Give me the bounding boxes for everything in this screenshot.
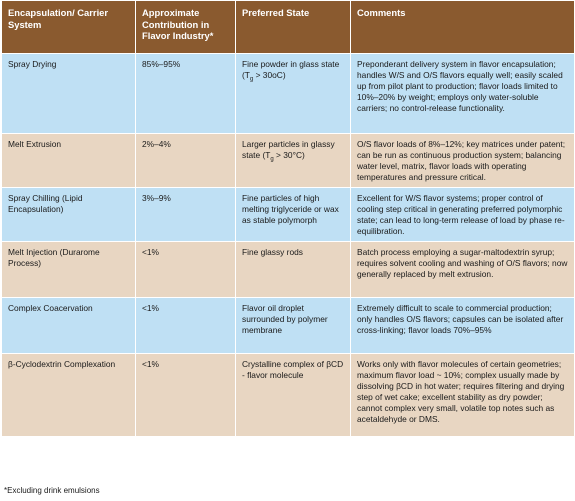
cell-comments: Works only with flavor molecules of cert…: [350, 353, 575, 437]
cell-state: Fine particles of high melting triglycer…: [235, 187, 351, 242]
cell-state: Flavor oil droplet surrounded by polymer…: [235, 297, 351, 354]
cell-system: Melt Extrusion: [1, 133, 136, 188]
cell-comments: Batch process employing a sugar-maltodex…: [350, 241, 575, 298]
cell-state: Fine powder in glass state (Tg > 30oC): [235, 53, 351, 134]
cell-contribution: 85%–95%: [135, 53, 236, 134]
header-preferred-state: Preferred State: [235, 0, 351, 54]
header-contribution: Approximate Contribution in Flavor Indus…: [135, 0, 236, 54]
header-comments: Comments: [350, 0, 575, 54]
cell-system: Melt Injection (Durarome Process): [1, 241, 136, 298]
cell-comments: Extremely difficult to scale to commerci…: [350, 297, 575, 354]
cell-contribution: 3%–9%: [135, 187, 236, 242]
table-header-row: Encapsulation/ Carrier System Approximat…: [1, 0, 575, 54]
cell-system: β-Cyclodextrin Complexation: [1, 353, 136, 437]
table-row: Melt Injection (Durarome Process) <1% Fi…: [1, 241, 575, 298]
cell-contribution: <1%: [135, 241, 236, 298]
table-row: Spray Drying 85%–95% Fine powder in glas…: [1, 53, 575, 134]
cell-comments: O/S flavor loads of 8%–12%; key matrices…: [350, 133, 575, 188]
footnote: *Excluding drink emulsions: [4, 486, 100, 495]
state-subscript: g: [270, 156, 274, 163]
state-subscript: g: [249, 76, 254, 83]
table-row: Spray Chilling (Lipid Encapsulation) 3%–…: [1, 187, 575, 242]
state-text: Fine powder in glass state (T: [242, 59, 340, 80]
table-row: Complex Coacervation <1% Flavor oil drop…: [1, 297, 575, 354]
cell-state: Crystalline complex of βCD - flavor mole…: [235, 353, 351, 437]
cell-comments: Excellent for W/S flavor systems; proper…: [350, 187, 575, 242]
cell-system: Spray Chilling (Lipid Encapsulation): [1, 187, 136, 242]
table-row: Melt Extrusion 2%–4% Larger particles in…: [1, 133, 575, 188]
flavor-encapsulation-table: Encapsulation/ Carrier System Approximat…: [1, 0, 575, 437]
cell-system: Complex Coacervation: [1, 297, 136, 354]
state-text-end: > 30°C): [273, 150, 305, 160]
cell-system: Spray Drying: [1, 53, 136, 134]
header-system: Encapsulation/ Carrier System: [1, 0, 136, 54]
cell-comments: Preponderant delivery system in flavor e…: [350, 53, 575, 134]
cell-contribution: <1%: [135, 353, 236, 437]
cell-contribution: 2%–4%: [135, 133, 236, 188]
state-text-end: > 30oC): [253, 70, 286, 80]
cell-state: Fine glassy rods: [235, 241, 351, 298]
state-text: Larger particles in glassy state (T: [242, 139, 335, 160]
table-row: β-Cyclodextrin Complexation <1% Crystall…: [1, 353, 575, 437]
cell-state: Larger particles in glassy state (Tg > 3…: [235, 133, 351, 188]
cell-contribution: <1%: [135, 297, 236, 354]
